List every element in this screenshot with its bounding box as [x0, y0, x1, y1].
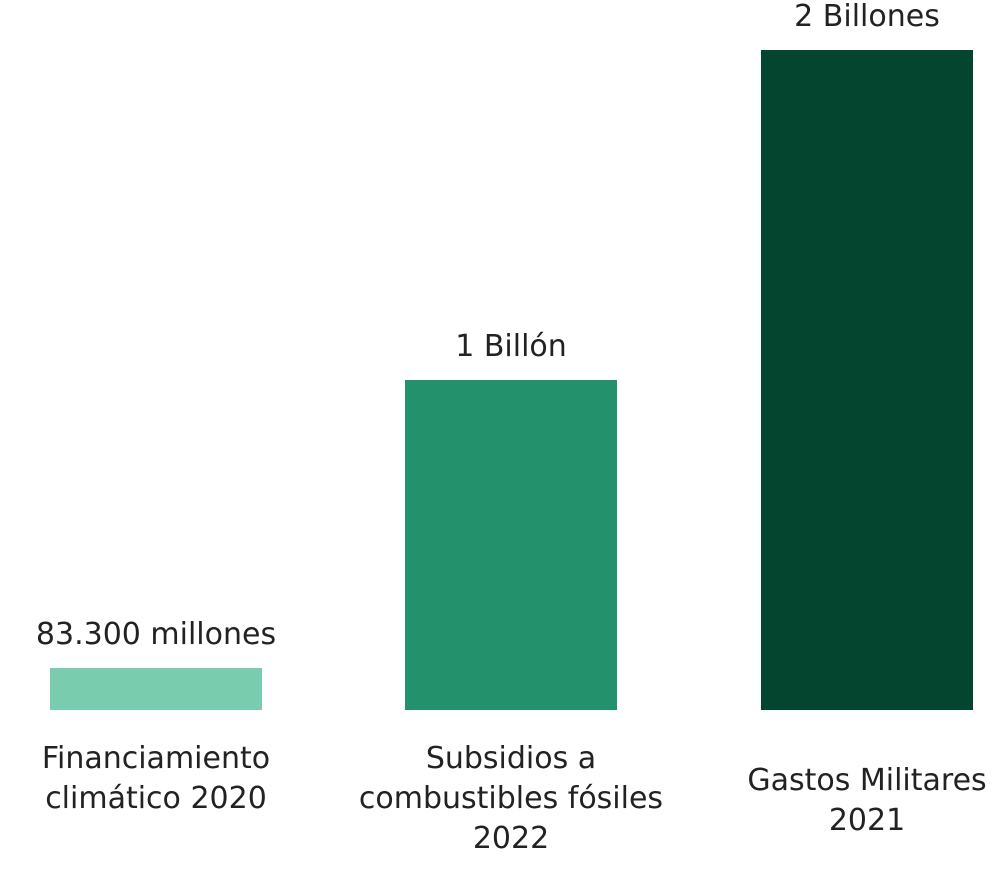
bar-2 [405, 380, 617, 710]
category-labels-layer: Financiamiento climático 2020 Subsidios a c… [42, 741, 987, 856]
category-label-3-line-2: 2021 [829, 803, 905, 838]
category-label-3-line-1: Gastos Militares [747, 763, 986, 798]
bar-1 [50, 668, 262, 710]
value-labels-layer: 83.300 millones 1 Billón 2 Billones [36, 0, 940, 652]
category-label-1-line-1: Financiamiento [42, 741, 270, 776]
value-label-2: 1 Billón [455, 329, 567, 364]
value-label-3: 2 Billones [794, 0, 940, 34]
category-label-2-line-1: Subsidios a [426, 741, 596, 776]
bar-3 [761, 50, 973, 710]
category-label-1-line-2: climático 2020 [45, 781, 267, 816]
bars-layer [50, 50, 973, 710]
category-label-2-line-2: combustibles fósiles [359, 781, 663, 816]
category-label-2-line-3: 2022 [473, 821, 549, 856]
value-label-1: 83.300 millones [36, 617, 276, 652]
